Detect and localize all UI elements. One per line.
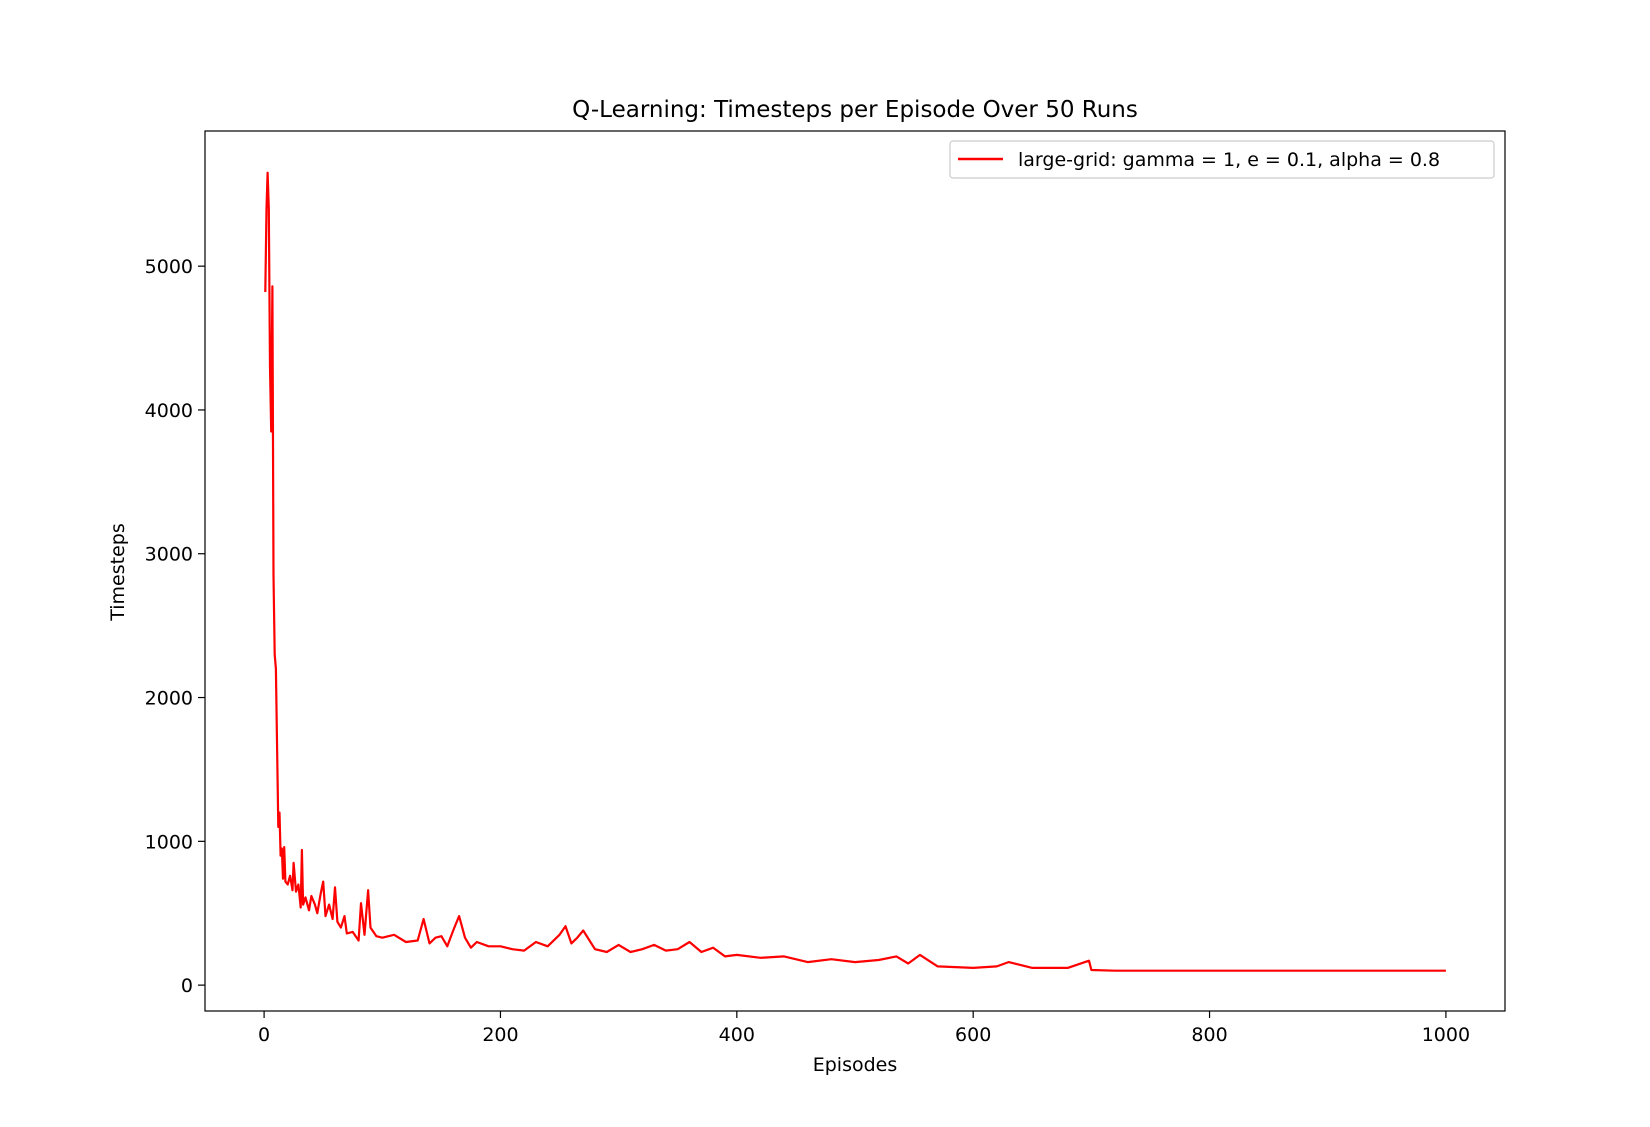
y-tick-label: 0 <box>181 975 193 997</box>
legend-label: large-grid: gamma = 1, e = 0.1, alpha = … <box>1018 149 1440 171</box>
y-axis-label: Timesteps <box>107 523 129 622</box>
plot-marks <box>264 171 1446 972</box>
y-tick-label: 3000 <box>145 544 193 566</box>
chart-title: Q-Learning: Timesteps per Episode Over 5… <box>572 97 1138 123</box>
x-tick-label: 1000 <box>1422 1024 1470 1046</box>
x-axis-label: Episodes <box>813 1054 898 1076</box>
x-tick-label: 0 <box>258 1024 270 1046</box>
x-tick-label: 200 <box>482 1024 518 1046</box>
y-tick-label: 4000 <box>145 400 193 422</box>
legend-box <box>949 140 1495 179</box>
y-tick-label: 5000 <box>145 256 193 278</box>
legend: large-grid: gamma = 1, e = 0.1, alpha = … <box>949 140 1495 179</box>
x-tick-label: 600 <box>955 1024 991 1046</box>
y-tick-label: 2000 <box>145 688 193 710</box>
x-axis: 0 200 400 600 800 1000 <box>258 1011 1470 1046</box>
series-line-0 <box>264 171 1446 972</box>
plot-frame <box>204 130 1506 1012</box>
x-tick-label: 800 <box>1191 1024 1227 1046</box>
y-axis: 0 1000 2000 3000 4000 5000 <box>145 256 205 997</box>
x-tick-label: 400 <box>719 1024 755 1046</box>
y-tick-label: 1000 <box>145 831 193 853</box>
